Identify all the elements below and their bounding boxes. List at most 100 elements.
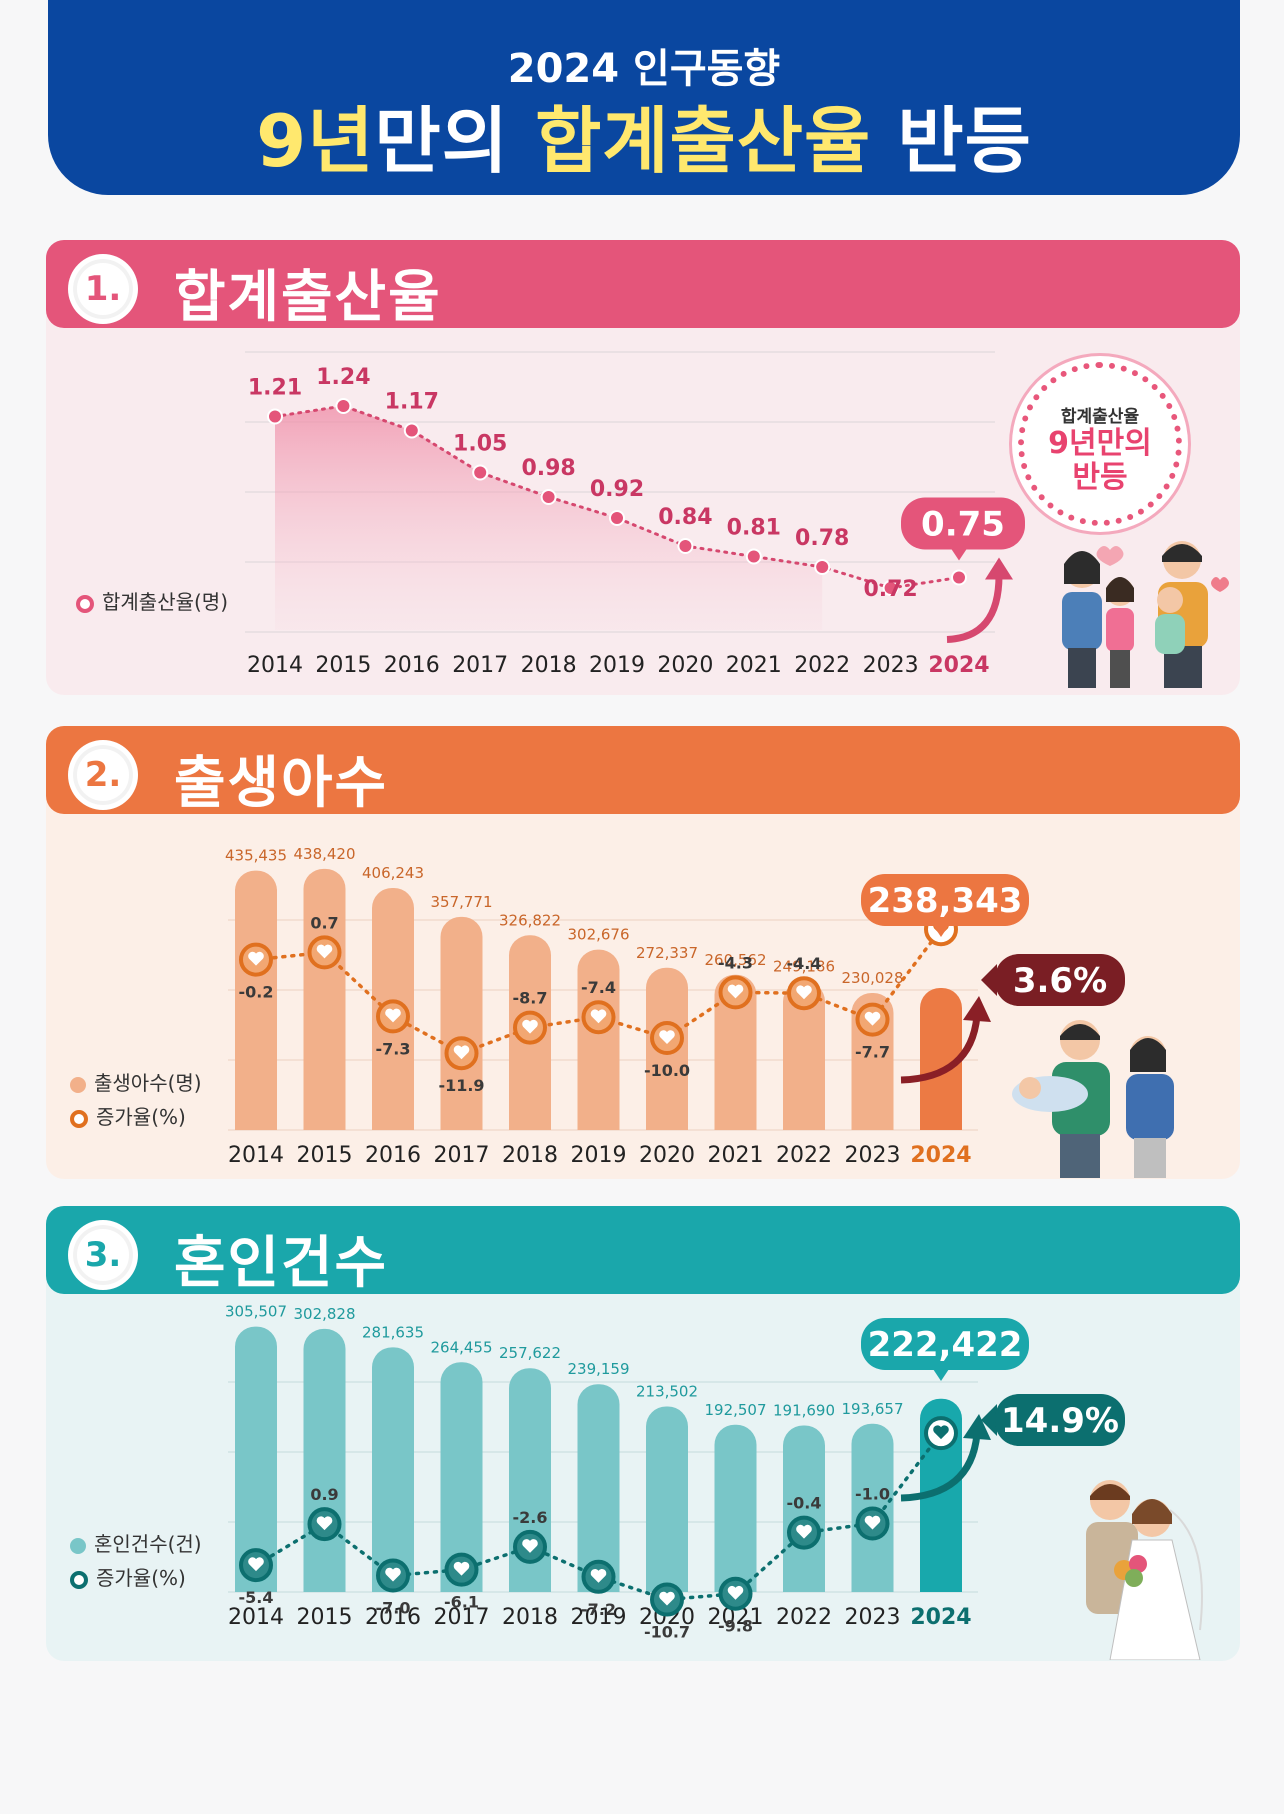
tfr-year-label: 2023 [863, 653, 919, 678]
bar-base [920, 1110, 962, 1130]
bar-value-label: 302,676 [567, 926, 629, 944]
tfr-point [882, 580, 899, 596]
parents-illustration [1012, 1020, 1174, 1178]
baby-face-icon [864, 1011, 881, 1026]
highlight-rate-label: 3.6% [1013, 961, 1107, 1001]
year-label: 2019 [571, 1605, 627, 1630]
bar-base [577, 1110, 620, 1130]
rate-label: -10.0 [644, 1061, 690, 1080]
bar-value-label: 192,507 [704, 1401, 766, 1419]
tfr-rebound-arrow [946, 575, 1003, 643]
year-label: 2021 [708, 1143, 764, 1168]
year-label: 2024 [910, 1143, 971, 1168]
bar [440, 916, 483, 1130]
bar-base [714, 1110, 757, 1130]
marriage-legend: 혼인건수(건) 증가율(%) [70, 1527, 202, 1595]
highlight-rate-label: 14.9% [1001, 1401, 1119, 1441]
heart-icon [1211, 577, 1229, 592]
highlight-rate-pointer [981, 1404, 997, 1436]
tfr-point [540, 489, 557, 505]
arrow-up-icon [963, 1414, 991, 1440]
tfr-year-label: 2022 [794, 653, 850, 678]
baby-face-icon [727, 984, 744, 999]
highlight-value-pointer [933, 1369, 949, 1381]
bar-base [303, 1110, 346, 1130]
marriage-legend-rate: 증가율(%) [96, 1566, 186, 1590]
rate-label: -2.6 [513, 1508, 548, 1527]
baby-face-icon [796, 985, 812, 1000]
bar-value-label: 357,771 [430, 893, 492, 911]
year-label: 2016 [365, 1143, 421, 1168]
rate-label: -0.4 [787, 1494, 822, 1513]
tfr-section-number: 1. [68, 254, 138, 324]
tfr-value-label: 0.81 [727, 516, 781, 541]
highlight-value-pointer [933, 925, 949, 937]
bar-base [851, 1110, 894, 1130]
bar-value-label: 260,562 [704, 951, 766, 969]
bar-base [509, 1572, 551, 1592]
bar-base [509, 1110, 551, 1130]
tfr-year-label: 2014 [247, 653, 303, 678]
arrow-up-icon [985, 557, 1013, 580]
tfr-point [335, 398, 352, 414]
heart-icon [248, 1557, 264, 1572]
marriage-chart: 305,507 2014 302,828 2015 281,635 2016 264,455… [225, 1303, 1125, 1642]
highlight-value-box [861, 874, 1029, 926]
family-illustration [1062, 541, 1229, 688]
heart-icon [864, 1515, 881, 1530]
tfr-value-label: 1.17 [385, 390, 439, 415]
tfr-point [745, 548, 762, 565]
bar-value-label: 193,657 [841, 1400, 903, 1418]
bar-value-label: 438,420 [293, 845, 355, 863]
title-highlight-years: 9년 [256, 99, 375, 183]
bar [372, 1347, 414, 1592]
tfr-point [403, 422, 420, 439]
baby-face-icon [522, 1019, 538, 1034]
tfr-section-title: 합계출산율 [174, 265, 442, 330]
births-section-number: 2. [68, 740, 138, 810]
tfr-highlight-label: 0.75 [921, 505, 1005, 545]
births-legend-bar: 출생아수(명) [94, 1071, 202, 1095]
bar-base [920, 1572, 962, 1592]
bar [920, 988, 962, 1130]
bar-base [851, 1572, 894, 1592]
rate-line [254, 927, 943, 1056]
family-figure-baby [1155, 587, 1185, 654]
rate-label: -0.2 [239, 983, 274, 1002]
baby-face-icon [248, 951, 264, 966]
bar-value-label: 264,455 [430, 1338, 492, 1356]
bar-base [440, 1110, 483, 1130]
bar-value-label: 272,337 [636, 944, 698, 962]
bar [577, 1384, 620, 1592]
growth-arrow [900, 1433, 981, 1502]
bar [235, 1326, 277, 1592]
tfr-highlight-box [901, 497, 1025, 550]
heart-icon [522, 1539, 538, 1553]
rate-label: -7.3 [376, 1039, 411, 1058]
bar-value-label: 281,635 [362, 1323, 424, 1341]
rate-label: -7.2 [581, 1600, 616, 1619]
bar [783, 981, 825, 1130]
bar [920, 1398, 962, 1592]
heart-icon [453, 1561, 470, 1576]
year-label: 2024 [910, 1605, 971, 1630]
bar-base [372, 1110, 414, 1130]
tfr-year-label: 2016 [384, 653, 440, 678]
marriage-section-header: 3. 혼인건수 [46, 1206, 1240, 1296]
year-label: 2016 [365, 1605, 421, 1630]
year-label: 2014 [228, 1605, 284, 1630]
tfr-point [267, 408, 283, 425]
title-text-2: 반등 [871, 99, 1032, 183]
tfr-value-label: 0.72 [863, 577, 917, 602]
tfr-year-label: 2017 [452, 653, 508, 678]
tfr-section-header: 1. 합계출산율 [46, 240, 1240, 330]
tfr-line-last [889, 576, 961, 590]
bar-value-label: 435,435 [225, 847, 287, 865]
births-legend-rate: 증가율(%) [96, 1105, 186, 1129]
bar-value-label: 326,822 [499, 911, 561, 929]
bar-base [646, 1110, 688, 1130]
tfr-value-label: 0.84 [658, 505, 712, 530]
births-legend-bar-marker [70, 1076, 86, 1093]
bar-base [783, 1110, 825, 1130]
year-label: 2017 [434, 1143, 490, 1168]
